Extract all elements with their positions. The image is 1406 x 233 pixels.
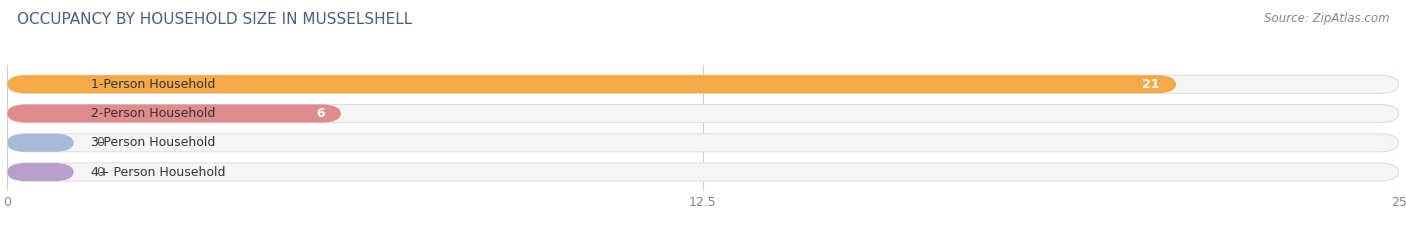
FancyBboxPatch shape	[7, 104, 342, 123]
Text: 21: 21	[1142, 78, 1160, 91]
Text: 4+ Person Household: 4+ Person Household	[90, 165, 225, 178]
FancyBboxPatch shape	[7, 75, 1399, 93]
Text: 0: 0	[96, 165, 104, 178]
Text: Source: ZipAtlas.com: Source: ZipAtlas.com	[1264, 12, 1389, 25]
Text: 2-Person Household: 2-Person Household	[90, 107, 215, 120]
FancyBboxPatch shape	[7, 75, 1177, 93]
Text: 3-Person Household: 3-Person Household	[90, 136, 215, 149]
FancyBboxPatch shape	[7, 104, 1399, 123]
FancyBboxPatch shape	[7, 163, 1399, 181]
FancyBboxPatch shape	[7, 134, 75, 152]
Text: 6: 6	[316, 107, 325, 120]
Text: 1-Person Household: 1-Person Household	[90, 78, 215, 91]
Text: 0: 0	[96, 136, 104, 149]
FancyBboxPatch shape	[7, 163, 75, 181]
FancyBboxPatch shape	[7, 134, 1399, 152]
Text: OCCUPANCY BY HOUSEHOLD SIZE IN MUSSELSHELL: OCCUPANCY BY HOUSEHOLD SIZE IN MUSSELSHE…	[17, 12, 412, 27]
